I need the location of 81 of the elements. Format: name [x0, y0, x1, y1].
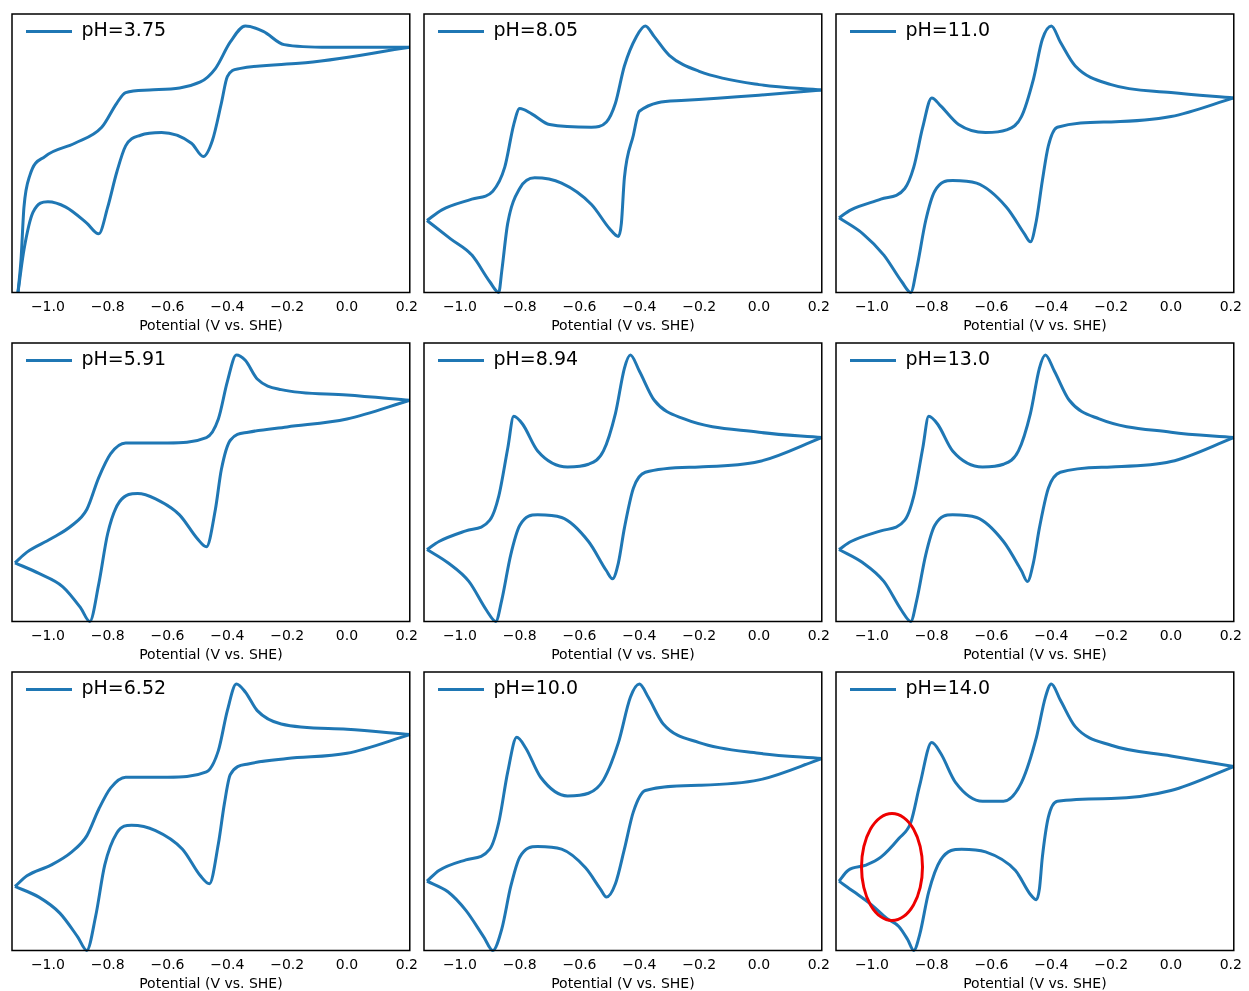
x-axis-title: Potential (V vs. SHE)	[963, 975, 1107, 991]
x-tick-label: −0.4	[622, 627, 657, 644]
x-tick-label: −0.2	[682, 298, 717, 315]
x-tick-label: −0.2	[682, 956, 717, 973]
x-tick-label: −0.4	[210, 956, 245, 973]
x-tick-label: −0.8	[90, 298, 125, 315]
legend-label: pH=10.0	[493, 676, 579, 699]
x-tick-label: −0.2	[1094, 956, 1129, 973]
x-tick-label: −0.6	[974, 298, 1009, 315]
x-tick-label: −0.6	[974, 956, 1009, 973]
x-tick-label: −0.2	[1094, 298, 1129, 315]
x-tick-label: −1.0	[442, 627, 477, 644]
x-tick-label: 0.0	[1159, 956, 1183, 973]
x-tick-label: −0.8	[90, 956, 125, 973]
x-tick-label: −0.6	[150, 627, 185, 644]
x-tick-label: −0.4	[1034, 627, 1069, 644]
x-tick-label: −0.8	[502, 627, 537, 644]
x-tick-label: 0.0	[747, 627, 771, 644]
x-tick-label: −0.6	[562, 298, 597, 315]
x-tick-label: −0.2	[270, 298, 305, 315]
x-tick-label: 0.2	[395, 956, 418, 973]
x-tick-label: −1.0	[854, 298, 889, 315]
x-tick-label: −1.0	[30, 627, 65, 644]
x-tick-label: −1.0	[30, 298, 65, 315]
x-tick-label: 0.2	[1219, 298, 1242, 315]
x-axis-title: Potential (V vs. SHE)	[139, 317, 283, 334]
x-tick-label: −0.6	[974, 627, 1009, 644]
x-tick-label: −0.8	[502, 956, 537, 973]
x-tick-label: −0.4	[622, 298, 657, 315]
legend-label: pH=11.0	[905, 18, 991, 41]
x-axis-title: Potential (V vs. SHE)	[139, 975, 283, 991]
x-tick-label: −0.4	[210, 627, 245, 644]
x-tick-label: 0.2	[1219, 627, 1242, 644]
x-tick-label: −0.6	[150, 956, 185, 973]
x-tick-label: −0.8	[914, 627, 949, 644]
x-tick-label: −1.0	[442, 956, 477, 973]
x-tick-label: −0.4	[1034, 298, 1069, 315]
x-tick-label: −0.8	[502, 298, 537, 315]
x-tick-label: −0.4	[1034, 956, 1069, 973]
x-axis-title: Potential (V vs. SHE)	[963, 646, 1107, 663]
x-tick-label: 0.2	[395, 298, 418, 315]
x-tick-label: −0.4	[210, 298, 245, 315]
x-tick-label: 0.2	[807, 627, 830, 644]
x-tick-label: −0.8	[914, 298, 949, 315]
x-tick-label: −0.6	[562, 627, 597, 644]
x-tick-label: −0.6	[150, 298, 185, 315]
x-tick-label: 0.0	[747, 956, 771, 973]
x-tick-label: 0.2	[807, 956, 830, 973]
x-tick-label: −1.0	[854, 956, 889, 973]
x-tick-label: −0.2	[270, 956, 305, 973]
x-tick-label: −0.8	[914, 956, 949, 973]
x-tick-label: −0.6	[562, 956, 597, 973]
legend-label: pH=6.52	[81, 676, 167, 699]
x-axis-title: Potential (V vs. SHE)	[551, 975, 695, 991]
x-axis-title: Potential (V vs. SHE)	[551, 317, 695, 334]
x-tick-label: 0.0	[335, 298, 359, 315]
x-tick-label: −0.2	[682, 627, 717, 644]
x-tick-label: 0.0	[747, 298, 771, 315]
x-tick-label: −1.0	[442, 298, 477, 315]
legend-label: pH=8.05	[493, 18, 579, 41]
x-tick-label: 0.2	[395, 627, 418, 644]
x-axis-title: Potential (V vs. SHE)	[139, 646, 283, 663]
x-axis-title: Potential (V vs. SHE)	[551, 646, 695, 663]
x-tick-label: −0.2	[270, 627, 305, 644]
x-tick-label: −0.4	[622, 956, 657, 973]
x-axis-title: Potential (V vs. SHE)	[963, 317, 1107, 334]
legend-label: pH=14.0	[905, 676, 991, 699]
x-tick-label: −1.0	[854, 627, 889, 644]
legend-label: pH=5.91	[81, 347, 167, 370]
x-tick-label: 0.0	[335, 627, 359, 644]
legend-label: pH=3.75	[81, 18, 167, 41]
x-tick-label: 0.0	[335, 956, 359, 973]
x-tick-label: 0.2	[1219, 956, 1242, 973]
x-tick-label: 0.0	[1159, 627, 1183, 644]
x-tick-label: 0.0	[1159, 298, 1183, 315]
x-tick-label: 0.2	[807, 298, 830, 315]
legend-label: pH=8.94	[493, 347, 579, 370]
x-tick-label: −0.8	[90, 627, 125, 644]
x-tick-label: −0.2	[1094, 627, 1129, 644]
legend-label: pH=13.0	[905, 347, 991, 370]
x-tick-label: −1.0	[30, 956, 65, 973]
